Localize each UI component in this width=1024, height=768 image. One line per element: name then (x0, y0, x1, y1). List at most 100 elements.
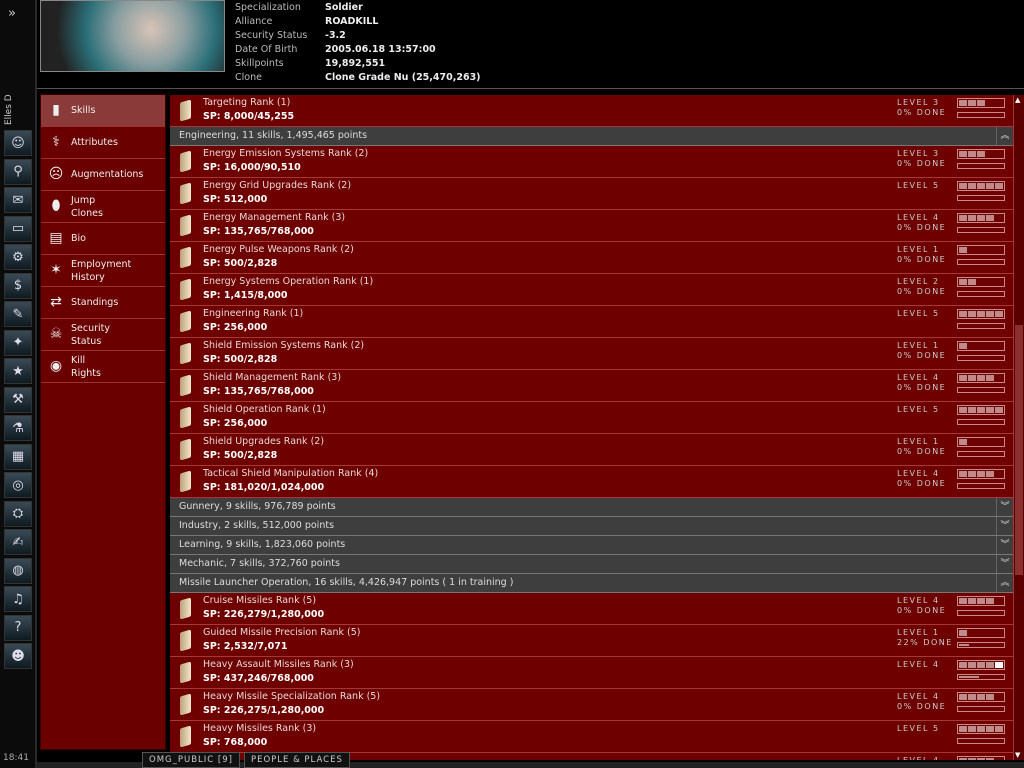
skill-row[interactable]: Energy Pulse Weapons Rank (2) SP: 500/2,8… (170, 242, 1013, 274)
skill-level: LEVEL 4 (897, 692, 940, 701)
training-progress-bar (957, 483, 1005, 489)
skill-points: SP: 226,279/1,280,000 (203, 609, 325, 620)
help-icon[interactable]: ◎ (4, 472, 32, 498)
skill-group-header[interactable]: Gunnery, 9 skills, 976,789 points ︾ (170, 498, 1013, 517)
menu-item-jump[interactable]: ⬮ Jump Clones (41, 191, 165, 223)
skill-name: Shield Operation Rank (1) (203, 404, 326, 415)
level-segment (968, 375, 976, 381)
skill-book-icon (180, 310, 191, 333)
skill-row[interactable]: Heavy Missile Specialization Rank (5) SP:… (170, 689, 1013, 721)
menu-item-augmentations[interactable]: ☹ Augmentations (41, 159, 165, 191)
skill-row[interactable]: Shield Upgrades Rank (2) SP: 500/2,828 LEV… (170, 434, 1013, 466)
training-progress-fill (959, 676, 979, 678)
skill-progress-text: 0% DONE (897, 447, 947, 456)
skill-row[interactable]: Energy Systems Operation Rank (1) SP: 1,4… (170, 274, 1013, 306)
expand-icon[interactable]: ︾ (996, 517, 1013, 535)
level-segment (968, 439, 976, 445)
expand-icon[interactable]: ︾ (996, 536, 1013, 554)
info-help-icon[interactable]: ? (4, 614, 32, 641)
skill-book-icon (180, 342, 191, 365)
industry-icon[interactable]: ⚒ (4, 386, 32, 413)
scrollbar-thumb[interactable] (1015, 325, 1023, 575)
skill-points: SP: 500/2,828 (203, 258, 278, 269)
menu-item-kill[interactable]: ◉ Kill Rights (41, 351, 165, 383)
market-icon[interactable]: $ (4, 272, 32, 299)
scroll-up-icon[interactable]: ▲ (1015, 96, 1021, 104)
journal-icon[interactable]: ✍ (4, 529, 32, 555)
skill-row[interactable]: Energy Grid Upgrades Rank (2) SP: 512,000… (170, 178, 1013, 210)
expand-icon[interactable]: ︾ (996, 555, 1013, 573)
scroll-down-icon[interactable]: ▼ (1015, 751, 1021, 759)
collapse-icon[interactable]: ︽ (996, 574, 1013, 592)
skill-row[interactable]: Cruise Missiles Rank (5) SP: 226,279/1,28… (170, 593, 1013, 625)
skill-name: Shield Emission Systems Rank (2) (203, 340, 365, 351)
skill-group-header[interactable]: Learning, 9 skills, 1,823,060 points ︾ (170, 536, 1013, 555)
corporation-icon[interactable]: ★ (4, 358, 32, 384)
people-places-icon[interactable]: ⚲ (4, 158, 32, 185)
science-icon[interactable]: ⚗ (4, 415, 32, 441)
skill-row[interactable]: Shield Operation Rank (1) SP: 256,000 LEVE… (170, 402, 1013, 434)
contracts-icon[interactable]: ✎ (4, 301, 32, 327)
skill-points: SP: 181,020/1,024,000 (203, 482, 325, 493)
skill-row[interactable]: Targeting Rank (1) SP: 8,000/45,255 LEVEL … (170, 95, 1013, 127)
skill-book-icon (180, 99, 191, 122)
level-segment (968, 407, 976, 413)
character-sheet-icon[interactable]: ☺ (4, 130, 32, 156)
level-segment (995, 100, 1003, 106)
level-indicator (957, 181, 1005, 191)
skill-group-header[interactable]: Engineering, 11 skills, 1,495,465 points… (170, 127, 1013, 146)
level-segment (959, 439, 967, 445)
skill-level: LEVEL 1 (897, 245, 940, 254)
level-segment (986, 471, 994, 477)
collapse-icon[interactable]: ︽ (996, 127, 1013, 145)
skill-row[interactable]: Shield Management Rank (3) SP: 135,765/76… (170, 370, 1013, 402)
level-indicator (957, 405, 1005, 415)
training-progress-bar (957, 163, 1005, 169)
wallet-icon[interactable]: ▦ (4, 443, 32, 470)
skill-progress-text: 0% DONE (897, 351, 947, 360)
skill-row[interactable]: Energy Emission Systems Rank (2) SP: 16,0… (170, 146, 1013, 178)
skill-row[interactable]: Engineering Rank (1) SP: 256,000 LEVEL 5 (170, 306, 1013, 338)
menu-item-attributes[interactable]: ⚕ Attributes (41, 127, 165, 159)
assets-icon[interactable]: ⚙ (4, 244, 32, 270)
employment-stars-icon: ✶ (50, 262, 62, 278)
mail-icon[interactable]: ✉ (4, 187, 32, 213)
skill-group-header[interactable]: Industry, 2 skills, 512,000 points ︾ (170, 517, 1013, 536)
skill-row[interactable]: Guided Missile Precision Rank (5) SP: 2,5… (170, 625, 1013, 657)
skill-row[interactable]: Shield Emission Systems Rank (2) SP: 500/… (170, 338, 1013, 370)
portrait-icon[interactable]: ☻ (4, 643, 32, 669)
skill-group-header[interactable]: Missile Launcher Operation, 16 skills, 4… (170, 574, 1013, 593)
expand-icon[interactable]: ︾ (996, 498, 1013, 516)
skill-row[interactable]: Tactical Shield Manipulation Rank (4) SP:… (170, 466, 1013, 498)
training-progress-bar (957, 227, 1005, 233)
audio-icon[interactable]: ♫ (4, 586, 32, 612)
level-indicator (957, 596, 1005, 606)
skill-group-header[interactable]: Mechanic, 7 skills, 372,760 points ︾ (170, 555, 1013, 574)
info-row: Date Of Birth 2005.06.18 13:57:00 (235, 44, 481, 58)
notepad-icon[interactable]: ▭ (4, 215, 32, 242)
pilot-name[interactable]: Elles D (4, 94, 14, 126)
menu-item-skills[interactable]: ▮ Skills (41, 95, 165, 127)
skill-row[interactable]: Energy Management Rank (3) SP: 135,765/76… (170, 210, 1013, 242)
fitting-icon[interactable]: ⛭ (4, 500, 32, 527)
menu-item-employment[interactable]: ✶ Employment History (41, 255, 165, 287)
map-icon[interactable]: ✦ (4, 329, 32, 356)
level-indicator (957, 469, 1005, 479)
info-label: Date Of Birth (235, 44, 298, 55)
scrollbar[interactable]: ▲ ▼ (1013, 95, 1024, 760)
skill-level: LEVEL 3 (897, 149, 940, 158)
level-segment (977, 630, 985, 636)
menu-item-bio[interactable]: ▤ Bio (41, 223, 165, 255)
expand-icon[interactable]: » (8, 6, 16, 21)
level-segment (995, 407, 1003, 413)
chat-tab[interactable]: OMG_PUBLIC [9] (142, 752, 240, 768)
menu-item-standings[interactable]: ⇄ Standings (41, 287, 165, 319)
skill-row[interactable]: Heavy Assault Missiles Rank (3) SP: 437,2… (170, 657, 1013, 689)
skill-row[interactable]: Heavy Missiles Rank (3) SP: 768,000 LEVEL … (170, 721, 1013, 753)
chat-tab[interactable]: PEOPLE & PLACES (243, 752, 350, 768)
level-segment (977, 726, 985, 732)
browser-icon[interactable]: ◍ (4, 557, 32, 584)
menu-item-security[interactable]: ☠ Security Status (41, 319, 165, 351)
skill-row[interactable]: LEVEL 4 (170, 753, 1013, 760)
chat-tabs: OMG_PUBLIC [9] PEOPLE & PLACES (142, 752, 350, 768)
